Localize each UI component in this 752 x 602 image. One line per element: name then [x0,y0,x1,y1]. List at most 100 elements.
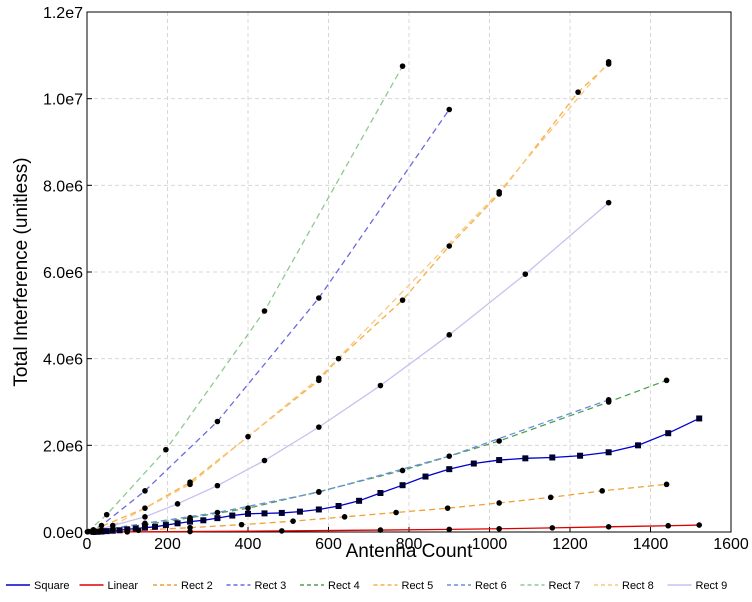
marker [142,514,148,520]
marker [174,520,181,527]
marker [214,418,221,425]
marker [399,467,406,474]
series-line [86,65,404,533]
series-line [93,63,610,531]
marker [549,525,556,531]
marker [261,510,268,517]
marker [496,525,502,532]
marker [663,377,670,384]
marker [446,106,453,113]
marker [279,528,285,534]
series-line [99,483,667,533]
series-line [112,61,610,527]
series-line [88,109,450,533]
marker [446,466,453,473]
marker [109,522,116,529]
x-tick-label: 1200 [552,536,588,553]
x-tick-label: 200 [154,536,181,553]
marker [605,524,612,530]
marker [599,488,605,494]
marker [142,505,148,511]
marker [214,509,221,516]
x-tick-label: 1600 [713,536,749,553]
marker [187,528,193,535]
marker [94,528,101,535]
legend-label: Rect 3 [255,580,287,592]
marker [470,460,477,467]
marker [399,482,406,489]
marker [245,505,251,511]
marker [377,382,384,389]
marker [245,510,251,517]
marker [446,526,453,533]
legend-label: Rect 5 [402,580,434,592]
marker [261,308,268,314]
marker [547,494,554,501]
marker [229,512,236,519]
marker [316,375,322,381]
y-axis-label: Total Interference (unitless) [11,157,32,386]
marker [103,511,110,518]
marker [399,297,406,303]
marker [496,500,502,506]
x-axis-label: Antenna Count [346,541,473,562]
marker [605,199,612,206]
marker [124,529,131,535]
marker [98,522,105,529]
marker [575,89,581,95]
marker [142,488,148,494]
marker [187,524,193,531]
legend-label: Square [34,580,69,592]
marker [696,522,703,528]
marker [605,397,612,403]
marker [496,189,502,195]
marker [335,503,342,509]
x-tick-label: 0 [83,536,92,553]
marker [496,438,502,444]
marker [315,506,322,513]
legend-label: Linear [108,580,139,592]
marker [377,490,384,496]
marker [142,520,148,527]
marker [393,509,399,516]
plot-frame [86,11,732,533]
marker [103,528,110,535]
marker [356,497,363,504]
y-tick-label: 2.0e6 [43,438,83,455]
legend-label: Rect 7 [549,580,581,592]
marker [316,489,322,495]
marker [238,521,245,528]
marker [446,453,453,459]
marker [278,509,285,516]
marker [341,514,348,520]
marker [162,522,169,529]
marker [444,505,451,511]
marker [605,59,612,65]
marker [90,527,97,534]
legend-label: Rect 2 [181,580,213,592]
marker [605,449,612,456]
marker [522,271,529,277]
marker [665,522,672,529]
series-line [101,399,609,531]
marker [422,473,429,480]
series-line [93,202,610,532]
x-tick-label: 400 [235,536,262,553]
marker [335,355,342,362]
marker [152,523,159,530]
y-tick-label: 1.2e7 [43,5,83,22]
marker [446,243,453,249]
marker [214,515,221,522]
marker [399,63,406,69]
y-tick-label: 6.0e6 [43,265,83,282]
marker [296,508,303,515]
marker [446,332,453,338]
marker [132,525,139,532]
y-tick-label: 0.0e0 [43,525,83,542]
marker [187,514,193,521]
marker [98,527,105,533]
x-tick-label: 800 [396,536,423,553]
marker [187,481,193,488]
